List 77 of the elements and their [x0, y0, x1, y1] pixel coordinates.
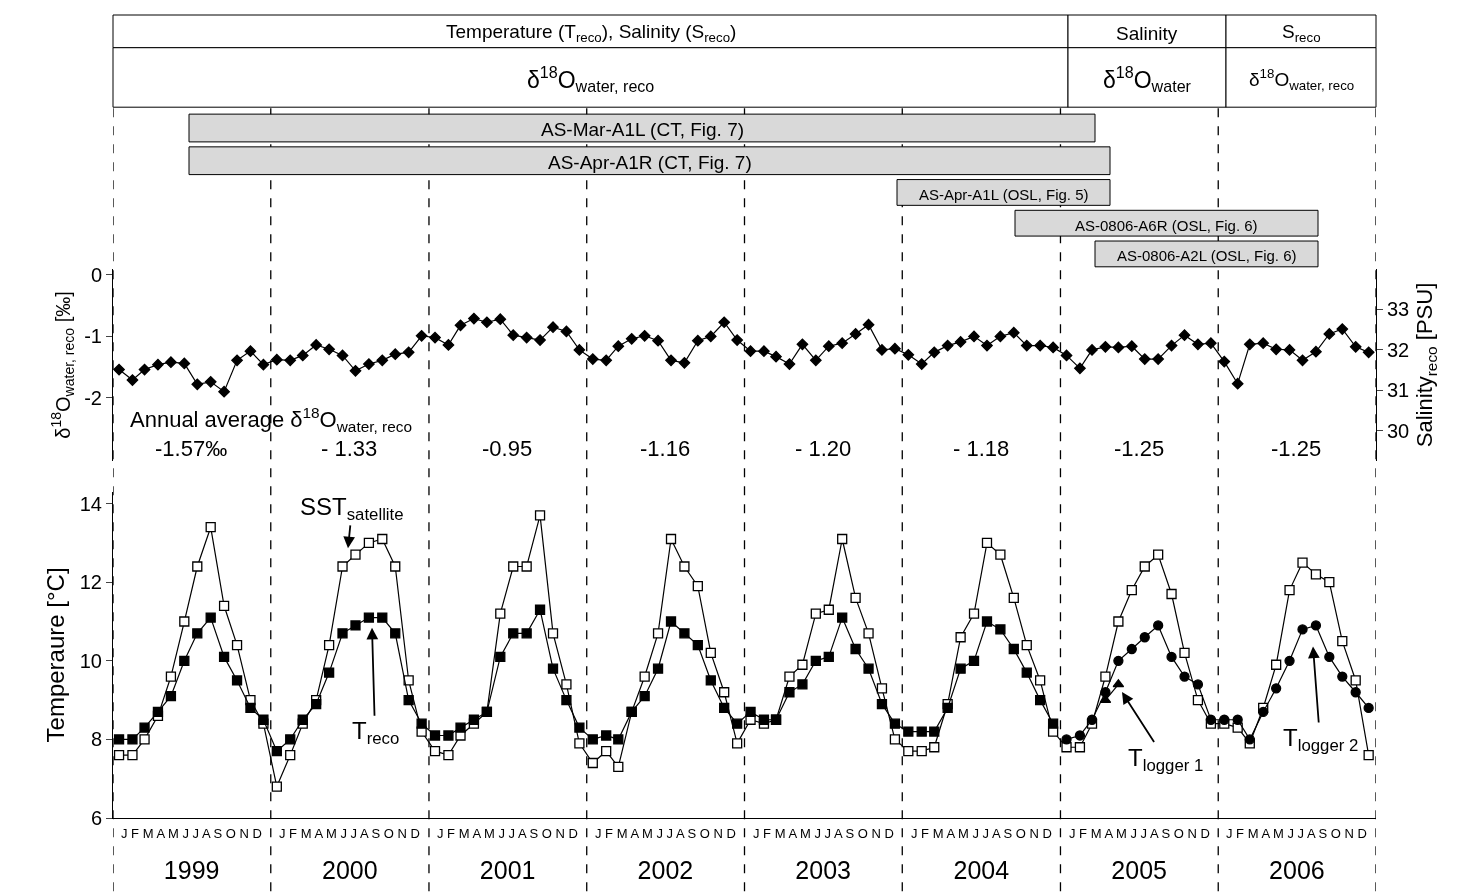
point — [1074, 730, 1086, 741]
point — [1126, 643, 1137, 655]
point — [1350, 687, 1361, 698]
text: J F M A M J J A S O N D — [437, 826, 578, 841]
point — [1271, 683, 1282, 694]
annotation: Annual average δ$^{18}$O$_{water, reco}$ — [130, 404, 413, 435]
annotation: - 1.33 — [321, 436, 378, 461]
annotation: T$_{logger 1}$ — [1128, 744, 1204, 776]
y2-tick-label: 30 — [1387, 419, 1410, 442]
y2-tick-label: 32 — [1387, 338, 1410, 361]
x-tick-label: 2004 — [953, 856, 1010, 884]
text: AS-Apr-A1R (CT, Fig. 7) — [548, 152, 752, 173]
y-axis-title: Temperaure [°C] — [41, 567, 69, 743]
point — [1166, 651, 1177, 663]
annotation: T$_{reco}$ — [352, 717, 400, 749]
text: J F M A M J J A S O N D — [1069, 826, 1210, 841]
text: AS-Apr-A1L (OSL, Fig. 5) — [919, 186, 1089, 203]
x-tick-label: 2003 — [795, 856, 851, 884]
y-tick-label: -1 — [84, 325, 102, 348]
point — [1179, 671, 1190, 682]
point — [1297, 624, 1308, 635]
point — [1061, 734, 1072, 745]
text: Salinity — [1116, 23, 1178, 44]
point — [1219, 714, 1230, 725]
y-tick-label: 6 — [90, 807, 102, 829]
text: AS-0806-A2L (OSL, Fig. 6) — [1117, 247, 1297, 264]
annotation: -1.25 — [1114, 436, 1165, 461]
x-tick-label: 2000 — [322, 856, 378, 884]
point — [1153, 620, 1164, 631]
x-tick-label: 2001 — [479, 856, 536, 884]
y-tick-label: 14 — [79, 492, 102, 515]
point — [1232, 714, 1243, 725]
annotation: - 1.20 — [795, 436, 852, 461]
y2-tick-label: 33 — [1387, 298, 1410, 321]
point — [1258, 706, 1269, 718]
point — [1244, 734, 1255, 745]
y-tick-label: 10 — [79, 649, 102, 672]
point — [1324, 651, 1335, 663]
text: J F M A M J J A S O N D — [121, 826, 262, 841]
x-tick-label: 2006 — [1269, 856, 1325, 884]
text: J F M A M J J A S O N D — [595, 826, 736, 841]
x-tick-label: 2002 — [637, 856, 694, 884]
text: J F M A M J J A S O N D — [753, 826, 894, 841]
y-tick-label: 0 — [90, 263, 102, 286]
annotation: -0.95 — [482, 436, 533, 461]
text: AS-0806-A6R (OSL, Fig. 6) — [1075, 217, 1258, 234]
x-tick-label: 2005 — [1111, 856, 1167, 884]
y-tick-label: 12 — [79, 571, 102, 594]
annotation: SST$_{satellite}$ — [300, 493, 404, 525]
point — [1086, 714, 1098, 725]
text: [‰] — [51, 291, 74, 323]
annotation: - 1.18 — [953, 436, 1010, 461]
annotation: -1.25 — [1271, 436, 1322, 461]
annotation: -1.57‰ — [155, 436, 228, 461]
point — [1337, 671, 1348, 682]
text: δ$^{18}$O$_{water, reco}$ — [527, 63, 655, 96]
y2-tick-label: 31 — [1387, 379, 1410, 402]
text: J F M A M J J A S O N D — [279, 826, 420, 841]
text: δ$^{18}$O$_{water, reco}$ — [1249, 66, 1355, 93]
text: J F M A M J J A S O N D — [911, 826, 1052, 841]
text: J F M A M J J A S O N D — [1226, 826, 1367, 841]
y-tick-label: 8 — [90, 728, 102, 751]
point — [1284, 655, 1295, 666]
text: S$_{reco}$ — [1282, 21, 1321, 45]
x-tick-label: 1999 — [163, 856, 220, 884]
point — [1205, 714, 1217, 725]
point — [1310, 620, 1322, 631]
text: AS-Mar-A1L (CT, Fig. 7) — [541, 119, 745, 140]
point — [1139, 632, 1150, 643]
point — [1113, 655, 1124, 666]
y-tick-label: -2 — [84, 386, 102, 409]
point — [1192, 679, 1204, 690]
annotation: T$_{logger 2}$ — [1283, 724, 1359, 756]
text: δ$^{18}$O$_{water}$ — [1103, 63, 1192, 96]
text: Temperature (T$_{reco}$), Salinity (S$_{reco}$) — [446, 21, 737, 45]
annotation: -1.16 — [640, 436, 691, 461]
point — [1363, 702, 1374, 714]
